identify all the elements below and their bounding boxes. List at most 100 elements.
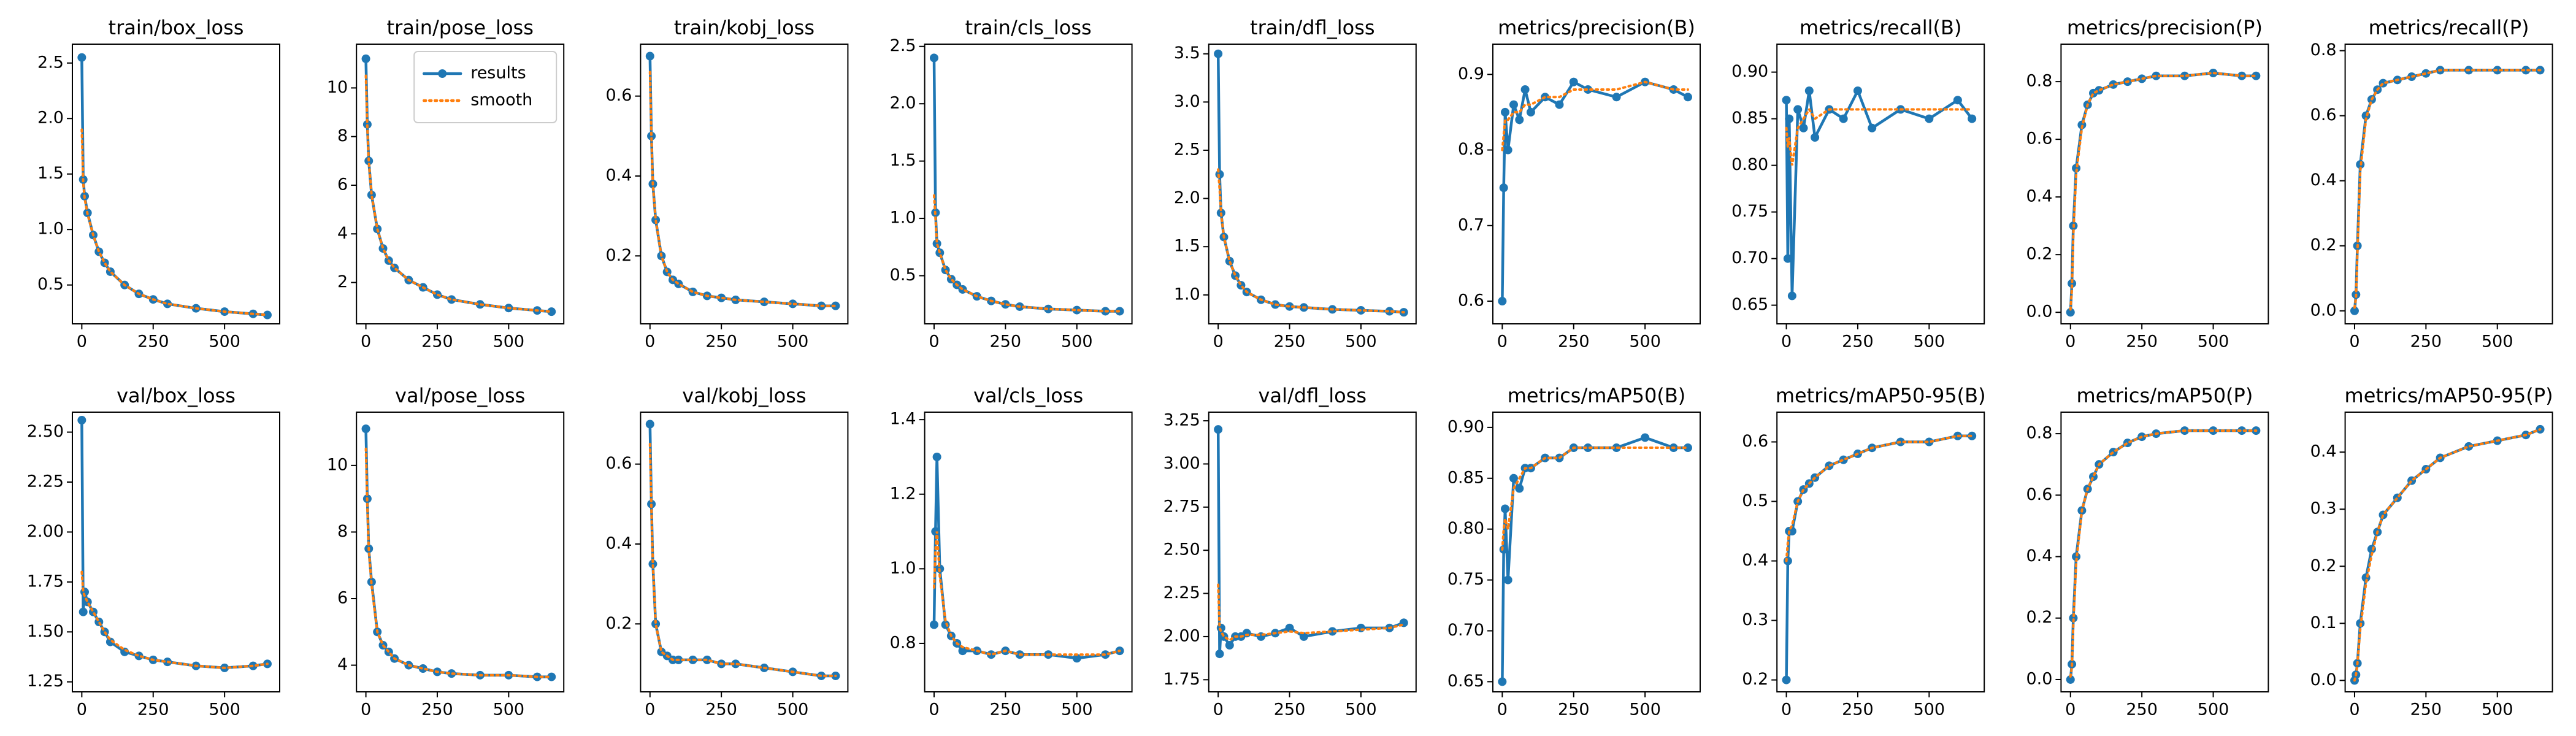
- y-tick-label: 0.75: [1447, 570, 1484, 589]
- point: [1783, 556, 1792, 565]
- x-tick-label: 500: [493, 700, 525, 719]
- subplot-title: metrics/precision(B): [1498, 16, 1695, 39]
- y-tick-label: 8: [337, 126, 348, 145]
- series-line: [1217, 583, 1405, 642]
- x-tick-label: 250: [1842, 700, 1874, 719]
- x-tick-label: 0: [2065, 700, 2076, 719]
- y-tick-label: 0.70: [1447, 621, 1484, 640]
- point: [100, 258, 109, 267]
- point: [418, 664, 427, 673]
- series-line: [648, 443, 837, 677]
- x-tick-label: 500: [1345, 332, 1377, 351]
- x-tick-label: 0: [361, 332, 371, 351]
- y-tick-label: 1.0: [1174, 285, 1200, 304]
- point: [263, 310, 272, 320]
- axes-frame: [924, 44, 1133, 324]
- y-tick-label: 6: [337, 175, 348, 194]
- x-tick-label: 250: [1274, 700, 1306, 719]
- point: [1499, 545, 1508, 554]
- series-line: [1501, 447, 1689, 551]
- y-tick-label: 0.5: [37, 275, 64, 294]
- y-tick-label: 1.5: [1174, 237, 1200, 256]
- y-tick-label: 2.5: [1174, 140, 1200, 159]
- y-tick-label: 2.5: [37, 53, 64, 72]
- y-tick-label: 0.80: [1447, 519, 1484, 538]
- axes-frame: [1776, 44, 1985, 324]
- y-tick-label: 0.80: [1731, 155, 1768, 174]
- x-tick-label: 250: [421, 332, 453, 351]
- point: [2066, 308, 2075, 317]
- y-tick-label: 2.0: [1174, 188, 1200, 207]
- y-tick-label: 0.1: [2310, 613, 2337, 632]
- subplot: train/dfl_loss 1.0 1.5 2.0 2.5 3.0 3.5 0 250 500: [1174, 16, 1417, 351]
- x-tick-label: 250: [1558, 332, 1590, 351]
- series-line: [2353, 427, 2542, 682]
- point: [929, 53, 938, 63]
- series-line: [1216, 52, 1406, 314]
- y-tick-label: 2.0: [37, 109, 64, 128]
- subplot: metrics/precision(P) 0.0 0.2 0.4 0.6 0.8 0 250 5…: [2026, 16, 2269, 351]
- point: [1509, 473, 1518, 483]
- point: [1499, 183, 1508, 193]
- y-tick-label: 0.2: [1742, 670, 1768, 689]
- x-tick-label: 250: [705, 700, 737, 719]
- point: [1498, 297, 1507, 306]
- y-tick-label: 3.0: [1174, 92, 1200, 111]
- point: [648, 559, 657, 569]
- x-tick-label: 0: [929, 332, 939, 351]
- point: [1285, 623, 1294, 632]
- subplot-title: metrics/mAP50(P): [2076, 384, 2253, 407]
- point: [2072, 552, 2081, 561]
- y-tick-label: 0.6: [2026, 129, 2052, 148]
- series-line: [2069, 429, 2258, 678]
- point: [1783, 254, 1792, 263]
- y-tick-label: 10: [327, 455, 348, 474]
- axes-frame: [72, 44, 280, 324]
- point: [1328, 627, 1337, 636]
- subplot: train/cls_loss 0.5 1.0 1.5 2.0 2.5 0 250 500: [890, 16, 1133, 351]
- series-line: [80, 128, 269, 316]
- point: [1804, 86, 1814, 95]
- series-line: [1501, 436, 1690, 683]
- point: [931, 527, 940, 536]
- x-tick-label: 250: [2410, 332, 2442, 351]
- y-tick-label: 0.90: [1447, 417, 1484, 436]
- x-tick-label: 500: [2482, 332, 2513, 351]
- axes-frame: [640, 412, 849, 692]
- point: [1001, 300, 1010, 309]
- x-tick-label: 250: [705, 332, 737, 351]
- series-line: [2353, 69, 2542, 313]
- y-tick-label: 0.4: [605, 166, 632, 185]
- subplot-title: val/cls_loss: [973, 384, 1083, 407]
- x-tick-label: 500: [1061, 700, 1093, 719]
- series-line: [932, 531, 1121, 656]
- y-tick-label: 2.00: [1163, 626, 1200, 645]
- axes-frame: [640, 44, 849, 324]
- x-tick-label: 500: [1914, 332, 1945, 351]
- subplot-title: metrics/mAP50(B): [1508, 384, 1686, 407]
- series-line: [1785, 434, 1974, 681]
- y-tick-label: 0.6: [605, 454, 632, 473]
- point: [645, 52, 654, 61]
- y-tick-label: 0.85: [1447, 468, 1484, 487]
- series-line: [364, 74, 553, 313]
- point: [651, 619, 661, 629]
- x-tick-label: 250: [1842, 332, 1874, 351]
- y-tick-label: 0.65: [1447, 672, 1484, 691]
- series-line: [80, 56, 269, 316]
- y-tick-label: 0.5: [890, 266, 916, 285]
- subplot: val/dfl_loss 1.75 2.00 2.25 2.50 2.75 3.00 3.25…: [1163, 384, 1417, 719]
- point: [941, 620, 950, 629]
- legend-label: smooth: [470, 91, 532, 110]
- subplot-title: val/pose_loss: [395, 384, 525, 407]
- series-line: [1216, 427, 1406, 654]
- x-tick-label: 250: [2410, 700, 2442, 719]
- series-line: [648, 423, 837, 678]
- subplot-title: train/pose_loss: [387, 16, 534, 39]
- point: [1853, 86, 1862, 95]
- axes-frame: [1208, 44, 1417, 324]
- point: [1953, 96, 1962, 105]
- y-tick-label: 1.5: [890, 151, 916, 170]
- y-tick-label: 0.3: [1742, 610, 1768, 629]
- series-line: [364, 427, 553, 678]
